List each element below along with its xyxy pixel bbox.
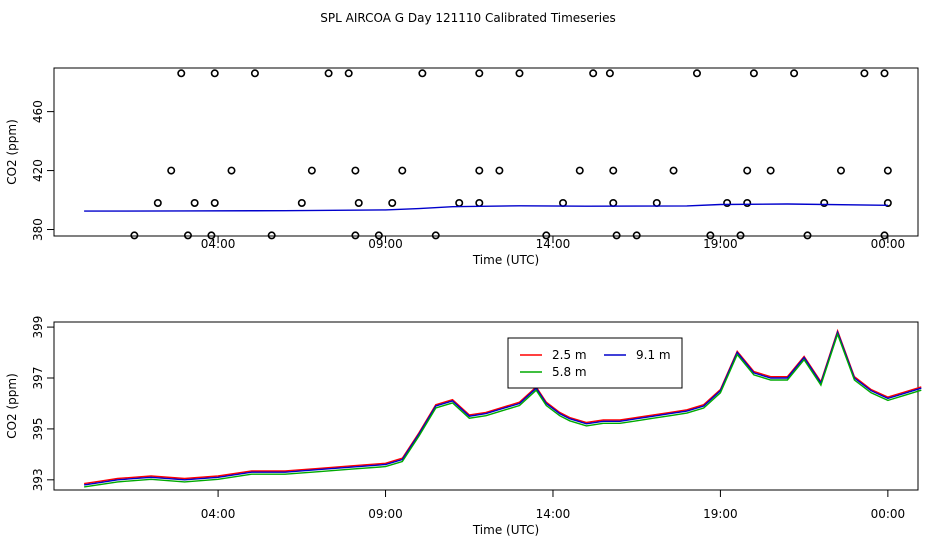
data-point	[883, 166, 892, 175]
data-point	[351, 231, 360, 240]
y-axis-label: CO2 (ppm)	[5, 373, 19, 439]
y-tick-label: 399	[31, 316, 45, 339]
scatter-points	[130, 69, 892, 240]
series-line-line	[84, 203, 888, 212]
data-point	[605, 69, 614, 78]
data-point	[250, 69, 259, 78]
y-tick-label: 420	[31, 159, 45, 182]
data-point	[177, 69, 186, 78]
data-point	[351, 166, 360, 175]
top-panel: 04:00 09:00 14:00 19:00 00:00 Time (UTC) 380 42…	[5, 67, 919, 267]
chart-title: SPL AIRCOA G Day 121110 Calibrated Times…	[320, 11, 615, 25]
series-line-2-5-m	[83, 328, 922, 485]
legend-label: 5.8 m	[552, 365, 587, 379]
data-point	[706, 231, 715, 240]
data-point	[743, 166, 752, 175]
x-tick-label: 14:00	[536, 507, 571, 521]
legend: 2.5 m 9.1 m 5.8 m	[507, 337, 683, 389]
data-point	[475, 198, 484, 207]
data-point	[455, 198, 464, 207]
legend-box	[507, 337, 683, 389]
y-axis: 380 420 460	[31, 100, 54, 241]
data-point	[652, 198, 661, 207]
data-point	[227, 166, 236, 175]
data-point	[418, 69, 427, 78]
data-point	[153, 198, 162, 207]
data-point	[743, 198, 752, 207]
data-point	[632, 231, 641, 240]
data-point	[692, 69, 701, 78]
plot-frame	[53, 321, 919, 491]
x-tick-label: 00:00	[871, 507, 906, 521]
data-point	[267, 231, 276, 240]
data-point	[609, 166, 618, 175]
data-point	[860, 69, 869, 78]
y-tick-label: 460	[31, 100, 45, 123]
data-point	[190, 198, 199, 207]
data-point	[374, 231, 383, 240]
data-point	[388, 198, 397, 207]
data-point	[803, 231, 812, 240]
data-point	[344, 69, 353, 78]
series-line-9-1-m	[83, 330, 922, 486]
x-axis: 04:00 09:00 14:00 19:00 00:00	[201, 490, 905, 521]
data-point	[766, 166, 775, 175]
data-point	[475, 166, 484, 175]
x-axis: 04:00 09:00 14:00 19:00 00:00	[201, 236, 905, 251]
data-point	[167, 166, 176, 175]
y-tick-label: 380	[31, 218, 45, 241]
data-point	[495, 166, 504, 175]
data-point	[297, 198, 306, 207]
legend-label: 9.1 m	[636, 348, 671, 362]
data-point	[790, 69, 799, 78]
x-tick-label: 00:00	[871, 237, 906, 251]
data-point	[880, 69, 889, 78]
data-point	[820, 198, 829, 207]
data-point	[559, 198, 568, 207]
data-point	[883, 198, 892, 207]
data-point	[398, 166, 407, 175]
data-point	[723, 198, 732, 207]
data-point	[210, 69, 219, 78]
data-point	[589, 69, 598, 78]
x-tick-label: 09:00	[368, 507, 403, 521]
y-axis: 393 395 397 399	[31, 316, 54, 491]
data-point	[475, 69, 484, 78]
x-tick-label: 14:00	[536, 237, 571, 251]
plot-frame	[53, 67, 919, 237]
y-axis-label: CO2 (ppm)	[5, 119, 19, 185]
y-tick-label: 393	[31, 468, 45, 491]
x-axis-label: Time (UTC)	[472, 523, 539, 537]
data-point	[736, 231, 745, 240]
x-tick-label: 04:00	[201, 507, 236, 521]
x-tick-label: 19:00	[703, 237, 738, 251]
x-tick-label: 09:00	[368, 237, 403, 251]
data-point	[612, 231, 621, 240]
data-point	[324, 69, 333, 78]
data-point	[749, 69, 758, 78]
data-point	[669, 166, 678, 175]
legend-label: 2.5 m	[552, 348, 587, 362]
data-point	[836, 166, 845, 175]
x-tick-label: 04:00	[201, 237, 236, 251]
y-tick-label: 397	[31, 367, 45, 390]
data-point	[880, 231, 889, 240]
x-tick-label: 19:00	[703, 507, 738, 521]
data-point	[207, 231, 216, 240]
data-point	[515, 69, 524, 78]
data-point	[307, 166, 316, 175]
data-point	[183, 231, 192, 240]
data-point	[130, 231, 139, 240]
data-point	[354, 198, 363, 207]
y-tick-label: 395	[31, 417, 45, 440]
data-point	[575, 166, 584, 175]
series-line-5-8-m	[83, 332, 922, 488]
data-point	[210, 198, 219, 207]
data-point	[542, 231, 551, 240]
data-point	[431, 231, 440, 240]
x-axis-label: Time (UTC)	[472, 253, 539, 267]
data-point	[609, 198, 618, 207]
